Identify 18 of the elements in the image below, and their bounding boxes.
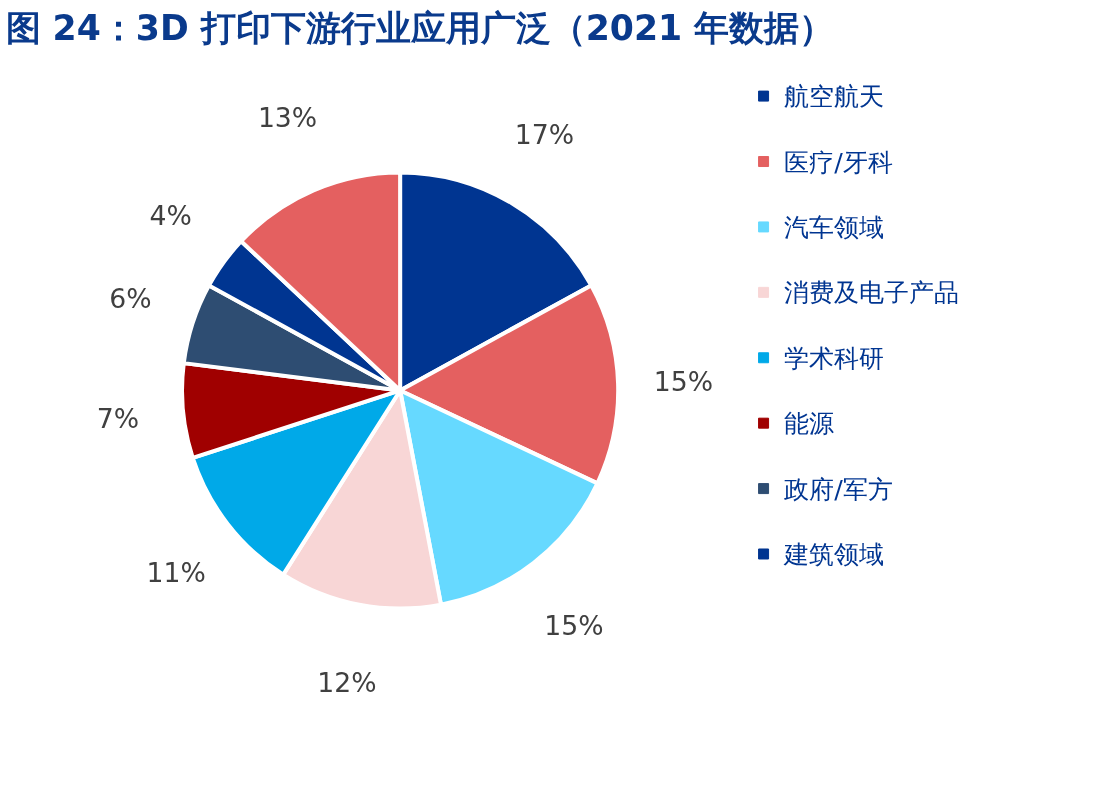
legend-label: 能源 [784,408,835,439]
data-label: 12% [317,667,377,699]
legend-label: 消费及电子产品 [784,277,960,308]
legend-label: 医疗/牙科 [784,146,893,177]
legend-label: 汽车领域 [784,211,885,242]
legend-label: 航空航天 [784,81,885,112]
data-label: 4% [149,200,192,232]
data-label: 6% [109,282,152,314]
data-label: 15% [544,610,604,642]
legend-label: 建筑领域 [783,539,885,569]
legend-label: 政府/军方 [784,473,893,504]
chart-title: 图 24：3D 打印下游行业应用广泛（2021 年数据） [5,7,835,48]
data-label: 15% [653,365,714,397]
data-label: 17% [514,118,575,150]
legend-label: 学术科研 [784,342,885,373]
data-label: 7% [96,402,140,434]
data-label: 11% [146,557,206,589]
data-label: 13% [257,101,318,133]
